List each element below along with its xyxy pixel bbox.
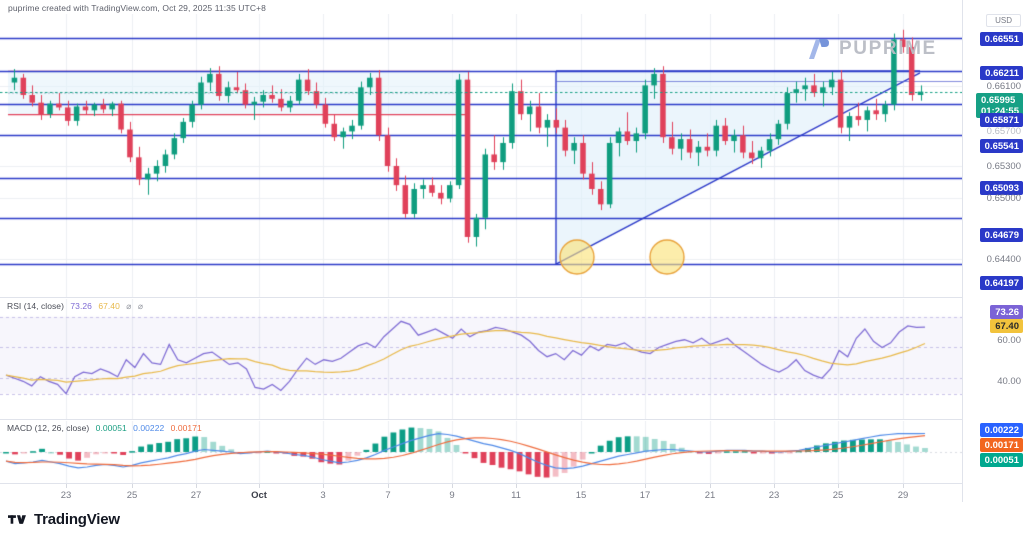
price-level-badge[interactable]: 0.65541 [979,139,1023,153]
time-axis-tick-mark [259,484,260,488]
time-axis-label: 25 [832,490,844,501]
macd-legend-title: MACD (12, 26, close) [7,423,90,433]
candlestick-canvas[interactable] [0,14,962,297]
time-axis-tick-mark [452,484,453,488]
time-axis-label: 11 [511,490,521,501]
macd-canvas[interactable] [0,421,962,483]
time-axis-tick-mark [581,484,582,488]
time-axis-label: 23 [768,490,780,501]
time-axis-tick-mark [323,484,324,488]
time-axis-tick-mark [710,484,711,488]
price-axis-tick: 0.64400 [986,254,1021,265]
time-axis-label: 25 [126,490,138,501]
rsi-legend[interactable]: RSI (14, close) 73.26 67.40 ⌀ ⌀ [7,301,143,312]
time-axis-tick-mark [388,484,389,488]
macd-legend-hist-value: 0.00051 [95,423,127,433]
price-axis-tick: 40.00 [997,376,1021,387]
rsi-legend-value: 73.26 [70,301,92,311]
price-level-badge[interactable]: 0.00051 [979,453,1023,467]
time-axis-tick-mark [645,484,646,488]
rsi-legend-ma-value: 67.40 [98,301,120,311]
price-axis-divider [962,0,963,502]
time-axis-label: 21 [704,490,716,501]
time-axis-tick-mark [196,484,197,488]
time-axis-label: 15 [575,490,587,501]
time-axis-tick-mark [132,484,133,488]
time-axis-tick-mark [516,484,517,488]
price-chart-pane[interactable] [0,14,962,297]
time-axis-label: 23 [60,490,72,501]
pane-separator-2 [0,419,962,420]
time-axis[interactable]: 23 25 27 Oct 3 7 9 11 15 17 21 23 25 29 [0,484,962,506]
time-axis-label: Oct [251,490,267,501]
time-axis-tick-mark [838,484,839,488]
macd-indicator-pane[interactable] [0,421,962,483]
time-axis-tick-mark [66,484,67,488]
price-level-badge[interactable]: 0.00171 [979,438,1023,452]
rsi-legend-extra-1: ⌀ [126,301,132,311]
time-axis-tick-mark [903,484,904,488]
tradingview-label: TradingView [34,511,120,528]
time-axis-label: 29 [897,490,909,501]
macd-legend-signal-value: 0.00171 [170,423,202,433]
price-level-badge[interactable]: 0.00222 [979,423,1023,437]
price-level-badge[interactable]: 73.26 [990,305,1023,319]
price-level-badge[interactable]: 0.66211 [980,66,1023,80]
time-axis-label: 17 [639,490,651,501]
price-axis-tick: 0.65700 [986,126,1021,137]
time-axis-label: 7 [385,490,391,501]
pane-separator-1 [0,297,962,298]
price-level-badge[interactable]: 67.40 [990,319,1023,333]
macd-legend[interactable]: MACD (12, 26, close) 0.00051 0.00222 0.0… [7,423,202,433]
rsi-legend-extra-2: ⌀ [137,301,144,311]
tradingview-logo-icon [8,515,26,524]
tradingview-footer: TradingView [8,511,120,528]
bar-countdown-timer: 01:24:55 [980,105,1019,117]
pane-separator-3 [0,483,962,484]
rsi-indicator-pane[interactable] [0,299,962,419]
price-axis-tick: 60.00 [997,335,1021,346]
price-axis-tick: 0.65000 [986,193,1021,204]
time-axis-label: 9 [449,490,455,501]
price-level-badge[interactable]: 0.64679 [979,228,1023,242]
currency-label: USD [986,14,1021,27]
time-axis-label: 3 [320,490,326,501]
price-axis-tick: 0.66100 [986,81,1021,92]
rsi-legend-title: RSI (14, close) [7,301,64,311]
price-level-badge[interactable]: 0.66551 [979,32,1023,46]
rsi-canvas[interactable] [0,299,962,419]
puprime-watermark: PUPRIME [806,36,937,62]
time-axis-tick-mark [774,484,775,488]
price-axis-tick: 0.65300 [986,161,1021,172]
price-level-badge[interactable]: 0.65871 [979,113,1023,127]
puprime-watermark-label: PUPRIME [839,38,937,59]
price-level-badge[interactable]: 0.65093 [979,181,1023,195]
macd-legend-macd-value: 0.00222 [133,423,165,433]
chart-attribution: puprime created with TradingView.com, Oc… [8,3,266,13]
price-axis[interactable]: USD 0.66551 0.66211 0.66100 0.65995 01:24:55… [962,0,1024,539]
puprime-logo-icon [809,39,829,59]
time-axis-label: 27 [190,490,202,501]
price-level-badge[interactable]: 0.64197 [979,276,1023,290]
